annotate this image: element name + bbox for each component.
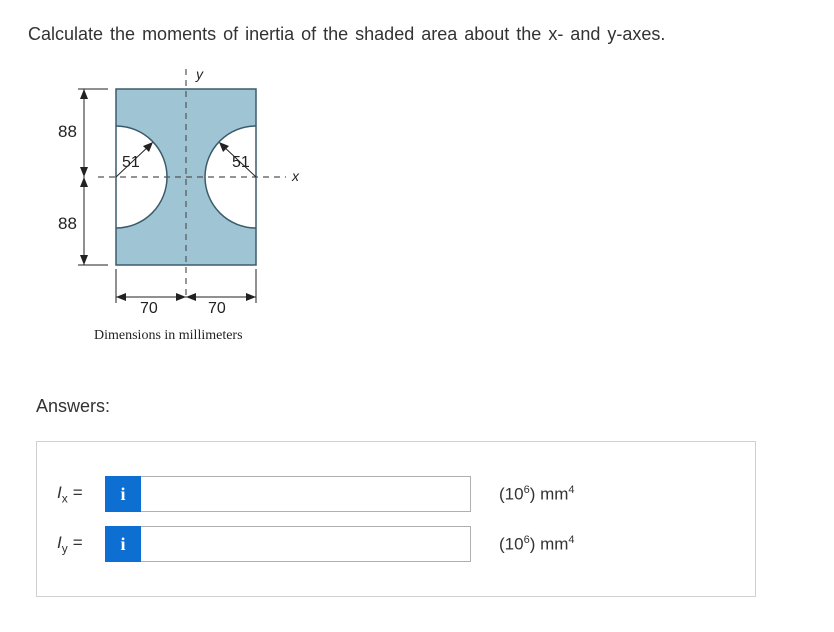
dim-70-right: 70 (208, 300, 226, 317)
ix-label: Ix = (57, 483, 105, 505)
x-axis-label: x (291, 168, 300, 184)
info-icon[interactable]: i (105, 526, 141, 562)
answer-row-iy: Iy = i (106) mm4 (57, 526, 735, 562)
iy-unit: (106) mm4 (499, 534, 575, 555)
question-prompt: Calculate the moments of inertia of the … (28, 24, 806, 45)
arrowhead (80, 177, 88, 187)
dim-51-right: 51 (232, 154, 250, 171)
iy-label: Iy = (57, 533, 105, 555)
arrowhead (186, 293, 196, 301)
answers-box: Ix = i (106) mm4 Iy = i (106) mm4 (36, 441, 756, 597)
arrowhead (116, 293, 126, 301)
figure: y x 88 88 51 51 70 70 Dime (36, 69, 806, 364)
iy-input[interactable] (141, 526, 471, 562)
answers-heading: Answers: (36, 396, 806, 417)
ix-unit: (106) mm4 (499, 484, 575, 505)
answer-row-ix: Ix = i (106) mm4 (57, 476, 735, 512)
dim-51-left: 51 (122, 154, 140, 171)
y-axis-label: y (195, 69, 204, 82)
dim-88-top: 88 (58, 122, 77, 141)
ix-input[interactable] (141, 476, 471, 512)
arrowhead (246, 293, 256, 301)
figure-caption: Dimensions in millimeters (94, 328, 243, 343)
arrowhead (176, 293, 186, 301)
info-icon[interactable]: i (105, 476, 141, 512)
dim-70-left: 70 (140, 300, 158, 317)
arrowhead (80, 255, 88, 265)
arrowhead (80, 89, 88, 99)
dim-88-bottom: 88 (58, 214, 77, 233)
arrowhead (80, 167, 88, 177)
moment-inertia-diagram: y x 88 88 51 51 70 70 Dime (36, 69, 306, 359)
